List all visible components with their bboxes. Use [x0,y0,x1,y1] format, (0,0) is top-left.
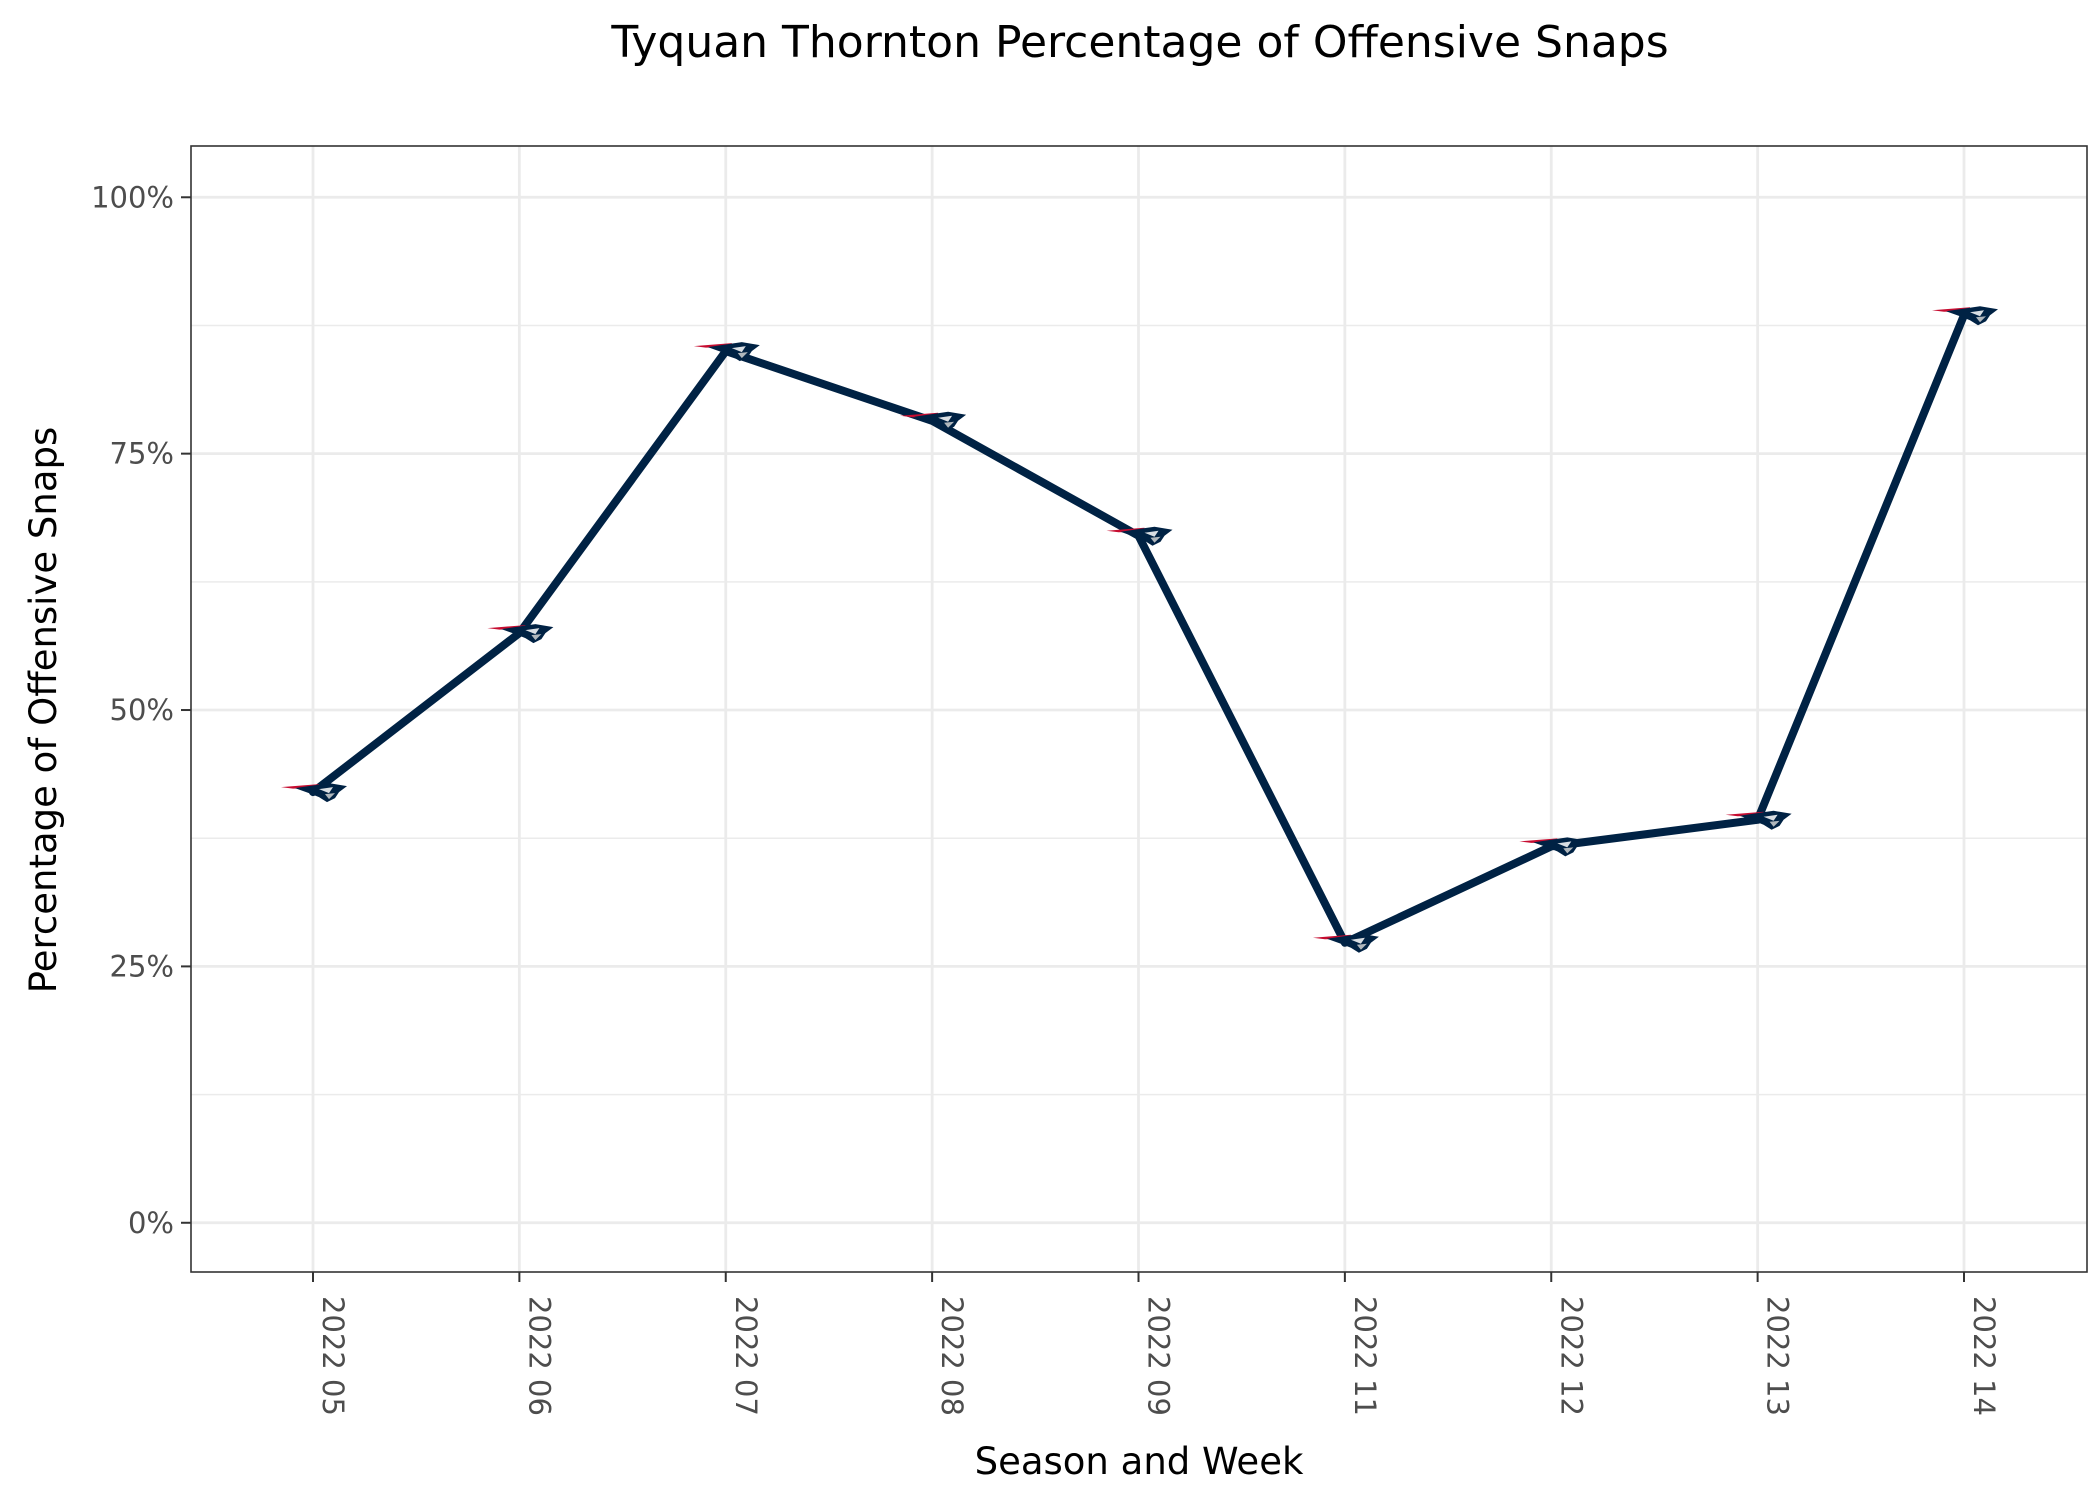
x-tick-label: 2022 14 [1967,1296,2001,1416]
x-axis-title: Season and Week [975,1440,1304,1483]
patriots-logo-icon [693,342,760,362]
patriots-logo-icon [1106,526,1173,546]
patriots-logo-icon [900,411,967,431]
x-tick-label: 2022 09 [1142,1296,1176,1416]
grid-lines [191,146,2087,1272]
x-axis: 2022 05 2022 06 2022 07 2022 08 2022 09 2022 … [312,1272,2001,1416]
patriots-logo-icon [281,783,347,803]
y-tick-label: 100% [91,180,174,214]
patriots-logo-icon [1519,837,1586,857]
x-tick-label: 2022 07 [729,1296,763,1416]
x-tick-label: 2022 13 [1761,1296,1795,1416]
y-tick-label: 25% [110,949,174,983]
y-tick-label: 50% [110,693,174,727]
x-tick-label: 2022 05 [316,1296,350,1416]
y-axis-title: Percentage of Offensive Snaps [22,427,65,994]
x-tick-label: 2022 06 [522,1296,556,1416]
data-markers [281,306,1998,953]
y-tick-label: 75% [110,437,174,471]
y-tick-label: 0% [128,1206,174,1240]
chart-title: Tyquan Thornton Percentage of Offensive … [610,17,1668,68]
patriots-logo-icon [1725,810,1792,830]
patriots-logo-icon [1932,306,1998,326]
x-tick-label: 2022 08 [935,1296,969,1416]
x-tick-label: 2022 11 [1348,1296,1382,1416]
patriots-logo-icon [1312,933,1379,953]
y-axis: 0% 25% 50% 75% 100% [91,180,191,1240]
x-tick-label: 2022 12 [1554,1296,1588,1416]
patriots-logo-icon [487,624,554,644]
